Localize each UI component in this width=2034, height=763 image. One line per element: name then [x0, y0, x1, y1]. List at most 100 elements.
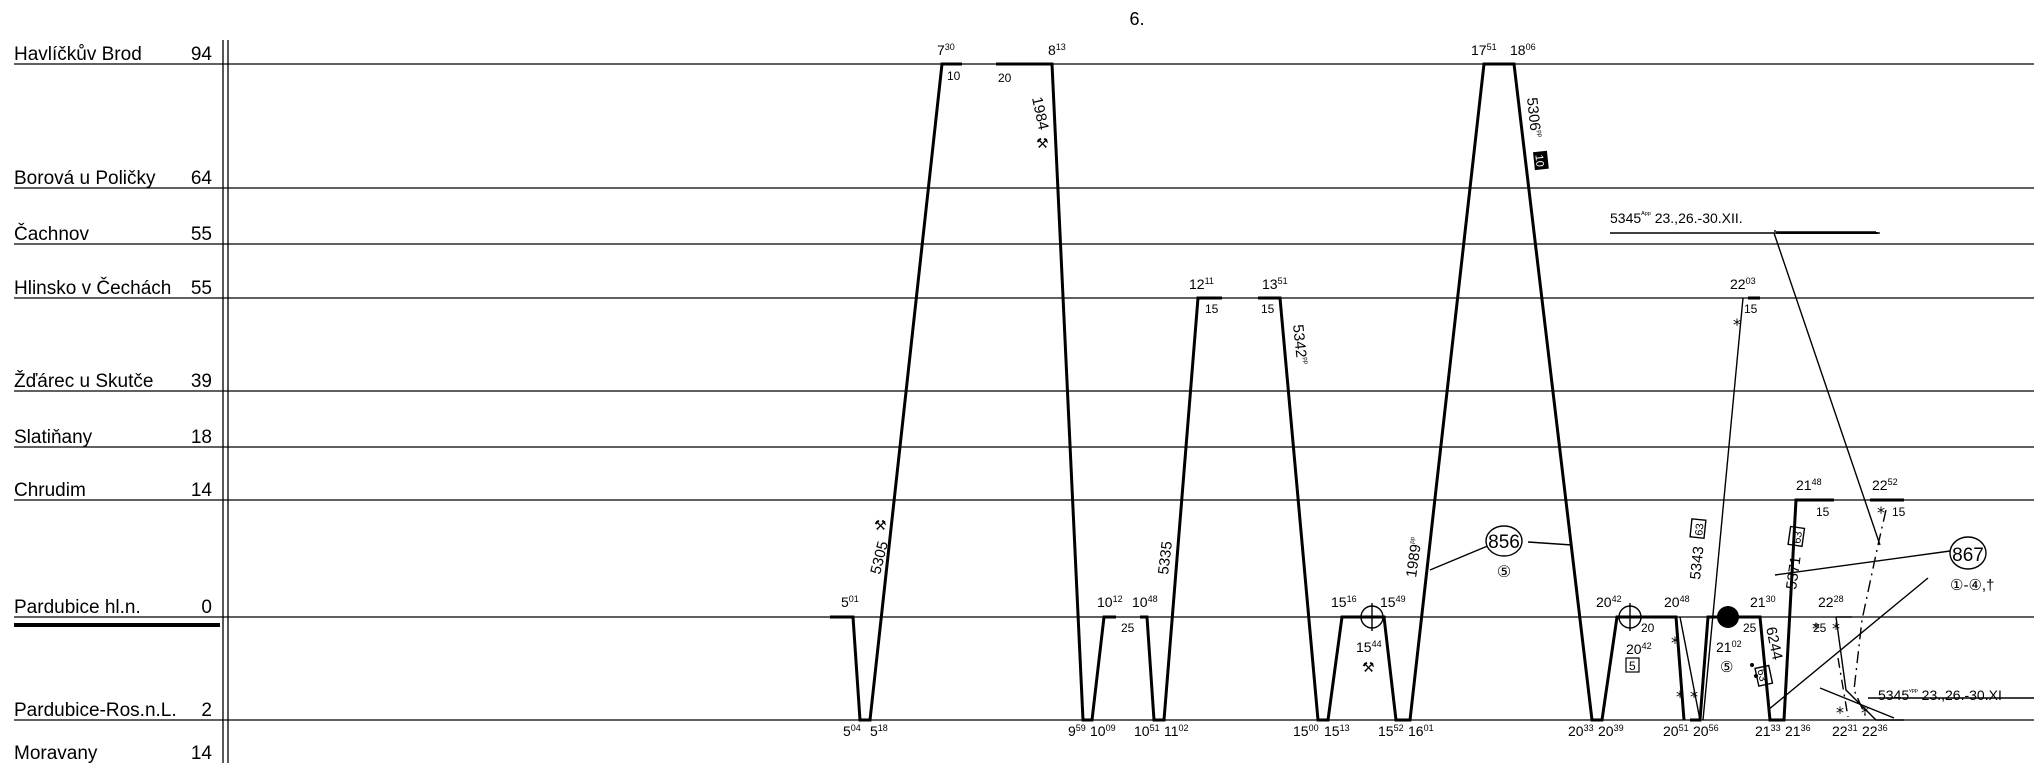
page-number: 6.	[1129, 9, 1144, 29]
train-number-5306: 5306ᵖᵖ	[1523, 97, 1544, 139]
times-havlickuv-brod: 730 10 813 20 1751 1806	[937, 42, 1536, 85]
svg-text:1009: 1009	[1090, 723, 1116, 739]
station-lines	[14, 63, 2034, 721]
connection-label-867: 867	[1952, 545, 1984, 566]
station-km: 64	[191, 168, 213, 189]
svg-text:518: 518	[870, 723, 888, 739]
svg-text:2056: 2056	[1693, 723, 1719, 739]
station-name: Hlinsko v Čechách	[14, 277, 171, 299]
train-path-2048	[1656, 615, 1686, 721]
station-km: 2	[201, 700, 212, 721]
svg-text:813: 813	[1048, 42, 1066, 58]
svg-text:*: *	[1812, 619, 1820, 638]
train-path-1989-5306	[1372, 62, 1656, 722]
station-km: 55	[191, 224, 212, 245]
train-number-5305: 5305	[867, 539, 892, 575]
svg-text:*: *	[1832, 619, 1840, 638]
svg-text:*: *	[1733, 315, 1741, 334]
station-labels: Havlíčkův Brod 94 Borová u Poličky 64 Ča…	[14, 44, 212, 763]
svg-text:2228: 2228	[1818, 594, 1844, 610]
station-km: 14	[191, 743, 213, 763]
train-path-5305	[830, 62, 962, 722]
svg-text:*: *	[1690, 687, 1698, 706]
station-name: Pardubice hl.n.	[14, 597, 141, 618]
train-path-5343	[1690, 615, 1748, 722]
station-km: 14	[191, 480, 213, 501]
svg-text:20: 20	[1641, 621, 1655, 635]
svg-text:5: 5	[1629, 659, 1636, 673]
svg-text:1544: 1544	[1356, 639, 1382, 655]
train-path-5371	[1748, 498, 1834, 722]
svg-text:1048: 1048	[1132, 594, 1158, 610]
svg-text:*: *	[1676, 687, 1684, 706]
boxed-mark-2042: 5	[1625, 657, 1640, 673]
svg-text:1102: 1102	[1164, 723, 1189, 739]
svg-text:2133: 2133	[1755, 723, 1781, 739]
svg-text:15: 15	[1205, 302, 1219, 316]
train-number-5342: 5342ᵖᵖ	[1289, 324, 1310, 366]
svg-text:959: 959	[1068, 723, 1086, 739]
filled-circle-icon	[1717, 606, 1739, 628]
connection-label-856: 856	[1488, 532, 1520, 553]
svg-text:1211: 1211	[1189, 276, 1214, 292]
svg-text:2231: 2231	[1832, 723, 1858, 739]
svg-text:1516: 1516	[1331, 594, 1357, 610]
hammer-icon: ⚒	[874, 518, 887, 534]
svg-text:2136: 2136	[1785, 723, 1811, 739]
star-marks: * * * * * * * * *	[1671, 315, 1885, 722]
svg-text:⑤: ⑤	[1720, 659, 1733, 676]
station-name: Pardubice-Ros.n.L.	[14, 700, 177, 721]
boxed-mark-5371: 63	[1787, 525, 1806, 548]
svg-text:15: 15	[1744, 302, 1758, 316]
hammer-icon: ⚒	[1362, 660, 1375, 676]
svg-text:1051: 1051	[1134, 723, 1160, 739]
thin-paths	[1429, 230, 2034, 721]
station-name: Moravany	[14, 743, 98, 763]
times-pardubice-rosice: 504 518 959 1009 1051 1102 1500 1513 155…	[843, 723, 1888, 739]
svg-text:15: 15	[1892, 505, 1906, 519]
svg-text:*: *	[1671, 633, 1679, 652]
svg-text:25: 25	[1813, 621, 1827, 635]
station-km: 0	[201, 597, 212, 618]
svg-text:1513: 1513	[1324, 723, 1350, 739]
train-number-5343: 5343	[1687, 545, 1707, 580]
svg-text:*: *	[1836, 703, 1844, 722]
train-number-5371: 5371	[1783, 555, 1804, 590]
train-number-6244: 6244	[1762, 625, 1786, 661]
train-path-5342	[1258, 296, 1372, 722]
svg-text:1601: 1601	[1408, 723, 1434, 739]
svg-text:2236: 2236	[1862, 723, 1888, 739]
svg-text:63: 63	[1693, 523, 1706, 536]
svg-text:2130: 2130	[1750, 594, 1776, 610]
train-number-1989: 1989ᵖᵖ	[1403, 536, 1426, 579]
boxed-mark-5343: 63	[1689, 518, 1707, 539]
svg-text:2148: 2148	[1796, 477, 1822, 493]
station-name: Čachnov	[14, 223, 89, 245]
boxed-mark-5306: 10	[1532, 150, 1549, 171]
svg-text:20: 20	[998, 71, 1012, 85]
station-km: 55	[191, 278, 212, 299]
svg-text:2033: 2033	[1568, 723, 1594, 739]
svg-text:1751: 1751	[1471, 42, 1497, 58]
svg-text:2203: 2203	[1730, 276, 1756, 292]
svg-text:1552: 1552	[1378, 723, 1404, 739]
connection-circle-867	[1949, 536, 1987, 570]
svg-text:2051: 2051	[1663, 723, 1689, 739]
svg-text:63: 63	[1791, 531, 1805, 545]
svg-text:*: *	[1861, 703, 1869, 722]
connection-days-856: ⑤	[1497, 564, 1511, 581]
svg-text:2039: 2039	[1598, 723, 1624, 739]
svg-text:1012: 1012	[1097, 594, 1123, 610]
train-note-5345v: 5345ᵛᵖᵖ 23.,26.-30.XI	[1878, 687, 2002, 703]
train-number-5335: 5335	[1155, 540, 1176, 575]
station-km: 94	[191, 44, 213, 65]
svg-text:25: 25	[1121, 621, 1135, 635]
train-path-5335	[1140, 296, 1222, 722]
svg-text:*: *	[1877, 503, 1885, 522]
svg-text:2042: 2042	[1626, 641, 1652, 657]
times-chrudim: 2148 15 2252 15	[1796, 477, 1906, 519]
svg-text:2048: 2048	[1664, 594, 1690, 610]
train-note-5345a: 5345ᴬᵖᵖ 23.,26.-30.XII.	[1610, 210, 1743, 226]
station-km: 39	[191, 371, 212, 392]
